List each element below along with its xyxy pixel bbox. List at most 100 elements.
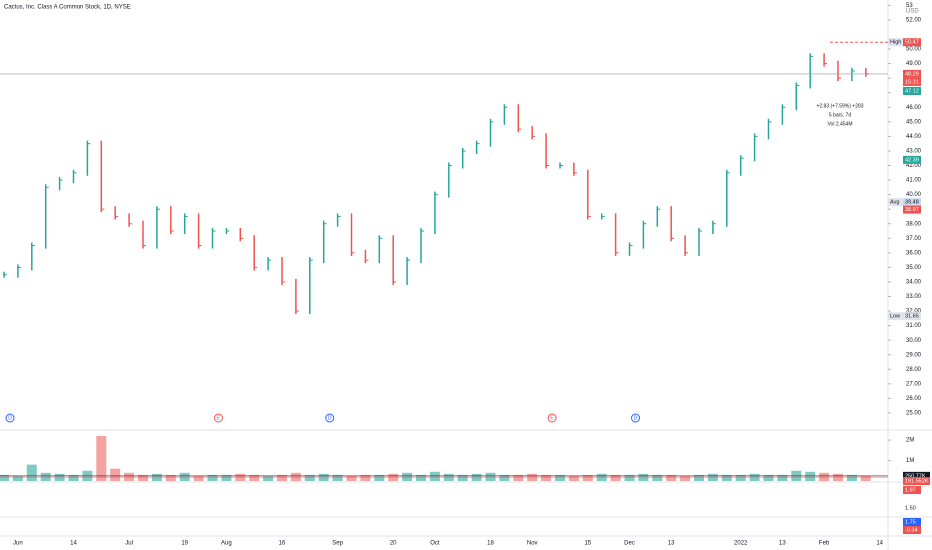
x-tick-label: 13: [668, 541, 675, 547]
volume-bar: [610, 474, 621, 481]
y-tick-label: 41.00: [906, 178, 922, 184]
x-tick-label: Aug: [221, 541, 232, 547]
y-tick-label: 38.00: [906, 221, 922, 227]
volume-tick-label: 2M: [906, 438, 914, 444]
volume-bar: [471, 473, 482, 481]
volume-bar: [388, 473, 399, 481]
y-tick-label: 50.00: [906, 47, 922, 53]
y-tick-label: 52.00: [906, 18, 922, 24]
volume-bar: [68, 474, 79, 481]
measure: +2.83 (+7.59%) +283: [816, 103, 863, 109]
volume-bar: [555, 474, 565, 481]
x-tick-label: Nov: [527, 541, 538, 547]
volume-bar: [318, 473, 329, 481]
volume-bar: [749, 473, 760, 481]
volume-bar: [596, 473, 607, 481]
y-tick-label: 31.00: [906, 323, 922, 329]
x-tick-label: Feb: [819, 541, 830, 547]
price-label: 48.29: [905, 71, 919, 77]
volume-bar: [374, 474, 385, 481]
price-label: 31.65: [905, 314, 919, 320]
x-tick-label: Sep: [332, 541, 343, 547]
price-label: 42.39: [905, 157, 919, 163]
y-tick-label: 28.00: [906, 367, 922, 373]
x-tick-label: Jul: [125, 541, 133, 547]
volume-bar: [193, 475, 204, 481]
event-icon: [547, 413, 557, 423]
volume-bar: [429, 471, 440, 481]
event-label: D: [328, 415, 332, 421]
event-icon: [325, 413, 335, 423]
volume-bar: [54, 473, 65, 481]
y-tick-label: 53: [906, 3, 913, 9]
measure: Vol 2.454M: [827, 121, 852, 127]
event-label: E: [550, 415, 554, 421]
x-tick-label: 2022: [734, 541, 748, 547]
countdown-box: [903, 77, 921, 86]
volume-bar: [332, 474, 343, 481]
price-label-box: [903, 198, 921, 207]
volume-tick-label: 1M: [906, 458, 914, 464]
event-label: D: [634, 415, 638, 421]
volume-bar: [0, 474, 9, 481]
event-icon: [214, 413, 223, 423]
indicator-label: -0.34: [905, 527, 918, 533]
volume-bar: [624, 474, 635, 481]
event-label: D: [8, 415, 12, 421]
volume-bar: [499, 474, 510, 481]
y-tick-label: 32.00: [906, 309, 922, 315]
volume-bar: [235, 473, 246, 481]
event-label: E: [217, 415, 221, 421]
chart-title: Cactus, Inc. Class A Common Stock, 1D, N…: [4, 5, 131, 11]
volume-bar: [346, 475, 357, 481]
x-tick-label: 16: [279, 541, 286, 547]
volume-bar: [165, 474, 176, 481]
volume-label-box: [903, 471, 930, 480]
volume-bar: [694, 474, 704, 481]
price-label-box: [903, 312, 921, 321]
indicator-label: 1.97: [905, 487, 916, 493]
price-label-box: [903, 86, 921, 95]
volume-bar: [138, 474, 148, 481]
volume-bar: [457, 474, 468, 481]
price-label-box: [903, 38, 921, 47]
volume-bar: [860, 475, 871, 481]
volume-bar: [527, 473, 538, 481]
x-tick-label: Dec: [624, 541, 635, 547]
y-tick-label: 30.00: [906, 338, 922, 344]
indicator-label: 1.75: [905, 519, 916, 525]
volume-bar: [763, 474, 774, 481]
volume-bar: [416, 474, 426, 481]
y-tick-label: 36.00: [906, 250, 922, 256]
volume-bar: [638, 473, 649, 481]
volume-bar: [680, 475, 691, 481]
volume-bar: [360, 474, 371, 481]
volume-bar: [304, 474, 315, 481]
event-icon: [5, 413, 15, 423]
y-tick-label: 49.00: [906, 61, 922, 67]
y-tick-label: 26.00: [906, 396, 922, 402]
volume-bar: [513, 474, 524, 481]
y-tick-label: 29.00: [906, 352, 922, 358]
price-label-name: High: [890, 40, 901, 46]
volume-bar: [12, 475, 23, 481]
price-label-name: Avg: [890, 200, 899, 206]
indicator-label: 1.50: [905, 505, 916, 511]
y-tick-label: 43.00: [906, 149, 922, 155]
volume-bar: [110, 468, 121, 481]
countdown: 15:31: [905, 79, 919, 85]
x-tick-label: 20: [390, 541, 397, 547]
x-tick-label: 14: [876, 541, 883, 547]
measure: 5 bars, 7d: [829, 112, 851, 118]
y-tick-label: 44.00: [906, 134, 922, 140]
price-label: 50.47: [905, 40, 919, 46]
y-tick-label: 45.00: [906, 119, 922, 125]
x-tick-label: 14: [70, 541, 77, 547]
y-tick-label: 25.00: [906, 411, 922, 417]
volume-bar: [805, 471, 816, 481]
x-tick-label: 19: [181, 541, 188, 547]
volume-bar: [652, 474, 663, 481]
volume-bar: [721, 474, 732, 481]
x-tick-label: Oct: [430, 541, 440, 547]
